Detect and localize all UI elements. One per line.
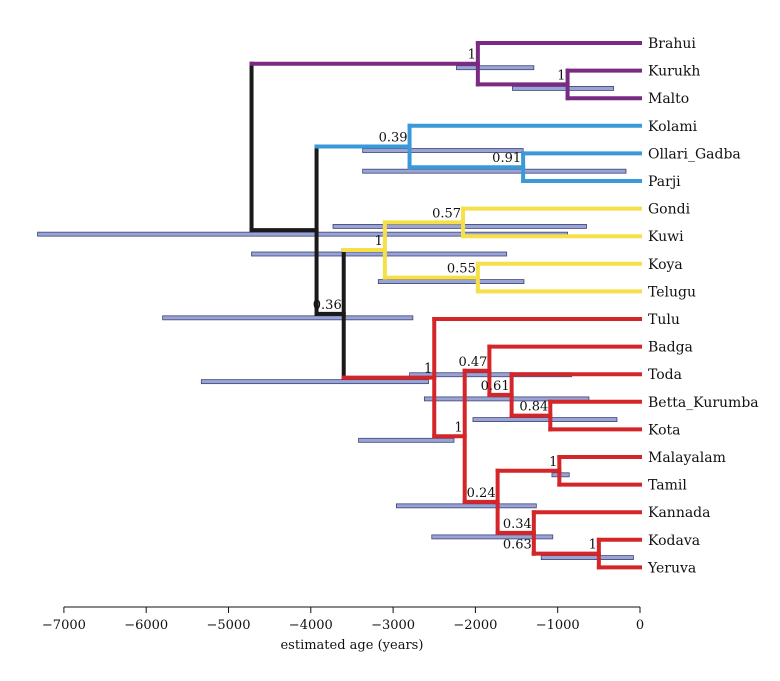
support-kan_grp: 0.34 xyxy=(503,517,532,532)
leaf-label-koya: Koya xyxy=(648,257,683,273)
support-central: 0.39 xyxy=(379,131,408,146)
leaf-label-ollari: Ollari_Gadba xyxy=(648,146,741,162)
x-axis: −7000 −6000 −5000 −4000 −3000 −2000 −1000 0 est… xyxy=(42,606,644,653)
leaf-label-tulu: Tulu xyxy=(648,312,680,328)
leaf-label-yeruva: Yeruva xyxy=(647,560,696,576)
hpd-bar-kur_mal xyxy=(512,86,615,91)
hpd-bar-koy_tel xyxy=(377,279,525,285)
leaf-label-telugu: Telugu xyxy=(648,284,696,300)
hpd-bar-central xyxy=(362,148,524,153)
support-koy_tel: 0.55 xyxy=(447,262,476,277)
support-south: 1 xyxy=(424,362,432,377)
leaf-label-badga: Badga xyxy=(648,340,693,356)
leaf-label-malayalam: Malayalam xyxy=(648,450,726,466)
support-s2: 1 xyxy=(454,420,462,435)
leaf-label-malto: Malto xyxy=(648,91,689,107)
tick-label: −1000 xyxy=(536,618,580,633)
tick-label: −3000 xyxy=(371,618,415,633)
leaf-label-parji: Parji xyxy=(648,174,681,190)
support-kur_mal: 1 xyxy=(557,68,565,83)
leaf-label-kurukh: Kurukh xyxy=(648,64,700,80)
support-kod_yer: 0.63 xyxy=(503,538,532,553)
axis-title: estimated age (years) xyxy=(280,638,423,653)
support-north: 1 xyxy=(468,48,476,63)
leaf-label-gondi: Gondi xyxy=(648,202,691,218)
hpd-bar-north xyxy=(456,65,535,71)
leaf-label-kannada: Kannada xyxy=(648,505,711,521)
tick-label: −6000 xyxy=(124,618,168,633)
support-sc_s: 0.36 xyxy=(313,298,342,313)
hpd-bar-sc xyxy=(251,251,508,257)
support-kod_yer2: 1 xyxy=(589,538,597,553)
hpd-bar-kan_grp xyxy=(431,534,554,540)
hpd-bar-kod_yer2 xyxy=(540,555,634,560)
support-oll_par: 0.91 xyxy=(492,151,521,166)
hpd-bar-gon_kuw xyxy=(332,223,587,229)
hpd-bar-sdr xyxy=(395,503,537,509)
tick-label: −4000 xyxy=(289,618,333,633)
tick-label: −7000 xyxy=(42,618,86,633)
hpd-bar-s2 xyxy=(358,437,455,443)
support-sc: 1 xyxy=(375,234,383,249)
support-toda_grp: 0.61 xyxy=(481,379,510,394)
hpd-bar-bk_kota xyxy=(472,417,618,423)
leaf-label-toda: Toda xyxy=(648,367,682,383)
hpd-bar-sc_s xyxy=(162,315,414,321)
tick-label: −5000 xyxy=(207,618,251,633)
hpd-bar-south xyxy=(200,379,429,385)
leaf-label-kodava: Kodava xyxy=(648,533,700,549)
support-bk_kota: 0.84 xyxy=(519,400,548,415)
support-values: 1 1 0.39 0.91 0.36 1 0.57 0.55 1 1 0.47 0.61 0.84 0.2… xyxy=(313,48,597,553)
leaf-label-betta: Betta_Kurumba xyxy=(648,395,759,411)
leaf-label-brahui: Brahui xyxy=(648,36,696,52)
tree-branches xyxy=(249,41,642,570)
leaf-label-kuwi: Kuwi xyxy=(648,229,684,245)
hpd-bar-oll_par xyxy=(362,168,627,174)
leaf-label-kolami: Kolami xyxy=(648,119,698,135)
support-sdr: 0.24 xyxy=(467,486,496,501)
tick-label: −2000 xyxy=(453,618,497,633)
axis-ticks: −7000 −6000 −5000 −4000 −3000 −2000 −1000 0 xyxy=(42,607,644,633)
leaf-label-tamil: Tamil xyxy=(648,478,687,494)
tick-label: 0 xyxy=(636,618,644,633)
support-nilg: 0.47 xyxy=(458,355,487,370)
leaf-labels: Brahui Kurukh Malto Kolami Ollari_Gadba Parji… xyxy=(647,36,759,576)
leaf-label-kota: Kota xyxy=(648,422,680,438)
support-mal_tam: 1 xyxy=(549,455,557,470)
support-gon_kuw: 0.57 xyxy=(432,206,461,221)
